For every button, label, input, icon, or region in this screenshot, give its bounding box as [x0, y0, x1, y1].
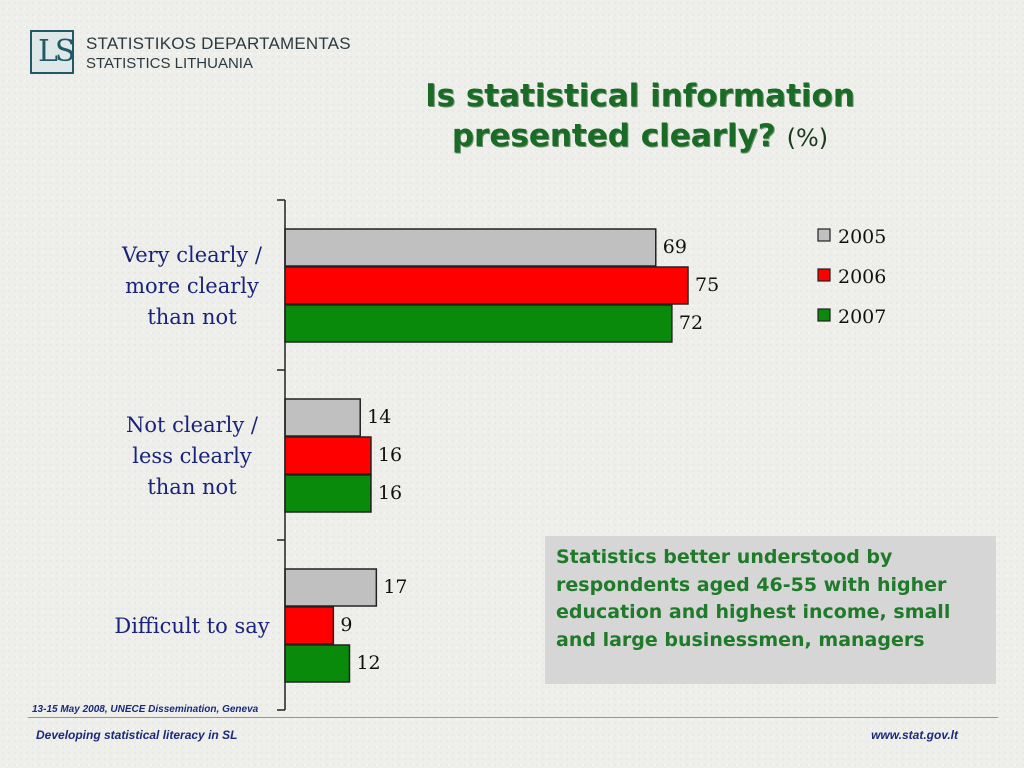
bar-2007-3: [284, 644, 351, 683]
legend-swatch-2007: [817, 308, 831, 322]
data-label-2005-1: 69: [663, 236, 687, 258]
data-label-2006-1: 75: [695, 274, 719, 296]
footer-left-text: Developing statistical literacy in SL: [36, 728, 238, 742]
title-line-2-wrap: presented clearly? (%): [380, 116, 900, 158]
category-label-1: Very clearly / more clearly than not: [92, 240, 292, 333]
footer-divider: [28, 717, 998, 718]
category-label-3: Difficult to say: [92, 611, 292, 642]
data-label-2006-3: 9: [340, 614, 352, 636]
logo-mark: LS: [30, 30, 76, 74]
bar-2006-2: [284, 436, 372, 475]
bar-2005-3: [284, 568, 378, 607]
category-label-2: Not clearly / less clearly than not: [92, 410, 292, 503]
footer-url: www.stat.gov.lt: [871, 728, 958, 742]
data-label-2006-2: 16: [378, 444, 402, 466]
bar-2007-2: [284, 474, 372, 513]
bar-2006-3: [284, 606, 335, 645]
title-line-2: presented clearly?: [451, 118, 776, 154]
logo-name-en: STATISTICS LITHUANIA: [86, 55, 253, 72]
bar-2005-2: [284, 398, 361, 437]
legend-label-2006: 2006: [838, 266, 886, 288]
logo-mark-text: LS: [38, 34, 76, 69]
data-label-2005-3: 17: [383, 576, 407, 598]
legend-swatch-2005: [817, 228, 831, 242]
footer-event: 13-15 May 2008, UNECE Dissemination, Gen…: [32, 704, 259, 715]
title-line-1: Is statistical information: [425, 78, 855, 114]
bar-2005-1: [284, 228, 657, 267]
note-box: Statistics better understood by responde…: [545, 536, 996, 684]
category-label-line: than not: [147, 474, 237, 499]
data-label-2007-1: 72: [679, 312, 703, 334]
data-label-2007-2: 16: [378, 482, 402, 504]
category-label-line: less clearly: [132, 443, 252, 468]
category-label-line: Not clearly /: [126, 412, 258, 437]
bar-2006-1: [284, 266, 689, 305]
bar-2007-1: [284, 304, 673, 343]
logo: LS STATISTIKOS DEPARTAMENTAS STATISTICS …: [30, 30, 390, 78]
logo-name-lt: STATISTIKOS DEPARTAMENTAS: [86, 34, 351, 53]
chart-title: Is statistical information presented cle…: [380, 76, 900, 158]
legend-label-2007: 2007: [838, 306, 886, 328]
data-label-2005-2: 14: [367, 406, 391, 428]
legend-label-2005: 2005: [838, 226, 886, 248]
category-label-line: Very clearly /: [121, 242, 263, 267]
data-label-2007-3: 12: [356, 652, 380, 674]
legend-swatch-2006: [817, 268, 831, 282]
category-label-line: Difficult to say: [114, 613, 270, 638]
category-label-line: than not: [147, 304, 237, 329]
title-unit: (%): [786, 124, 829, 152]
category-label-line: more clearly: [125, 273, 259, 298]
note-text: Statistics better understood by responde…: [556, 546, 951, 651]
